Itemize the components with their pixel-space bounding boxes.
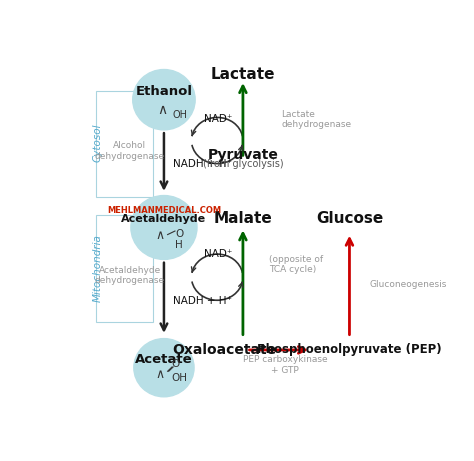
Text: (opposite of
TCA cycle): (opposite of TCA cycle) [269, 255, 323, 274]
Text: Ethanol: Ethanol [136, 85, 192, 98]
Text: Malate: Malate [214, 211, 272, 226]
Text: NADH + H⁺: NADH + H⁺ [173, 159, 232, 169]
Text: Alcohol
dehydrogenase: Alcohol dehydrogenase [95, 142, 165, 161]
Text: MEHLMANMEDICAL.COM: MEHLMANMEDICAL.COM [107, 206, 221, 215]
Text: OH: OH [171, 372, 187, 383]
Text: Lactate: Lactate [210, 67, 275, 83]
Text: O: O [175, 229, 183, 239]
Circle shape [134, 338, 194, 397]
Text: (from glycolysis): (from glycolysis) [202, 160, 283, 169]
Text: OH: OH [172, 110, 187, 119]
Bar [96, 91, 153, 197]
Text: O: O [171, 359, 180, 369]
Text: NAD⁺: NAD⁺ [203, 113, 232, 124]
Text: Mitochondria: Mitochondria [93, 234, 103, 302]
Text: ∧: ∧ [155, 229, 165, 242]
Text: Gluconeogenesis: Gluconeogenesis [370, 280, 447, 289]
Bar [96, 215, 153, 322]
Text: Cytosol: Cytosol [93, 123, 103, 161]
Text: Acetaldehyde
dehydrogenase: Acetaldehyde dehydrogenase [95, 266, 165, 285]
Text: Acetate: Acetate [135, 354, 193, 366]
Circle shape [131, 195, 197, 260]
Text: NADH + H⁺: NADH + H⁺ [173, 296, 232, 306]
Text: Glucose: Glucose [316, 211, 383, 226]
Text: ∧: ∧ [157, 103, 167, 117]
Text: Oxaloacetate: Oxaloacetate [172, 343, 276, 357]
Text: Lactate
dehydrogenase: Lactate dehydrogenase [282, 110, 352, 129]
Text: ∧: ∧ [155, 367, 164, 381]
Text: H: H [175, 240, 182, 250]
Text: Acetaldehyde: Acetaldehyde [121, 213, 207, 224]
Circle shape [133, 70, 195, 130]
Text: PEP carboxykinase
+ GTP: PEP carboxykinase + GTP [243, 355, 328, 374]
Text: NAD⁺: NAD⁺ [203, 249, 232, 259]
Text: Phosphoenolpyruvate (PEP): Phosphoenolpyruvate (PEP) [257, 343, 442, 356]
Text: Pyruvate: Pyruvate [208, 148, 278, 162]
